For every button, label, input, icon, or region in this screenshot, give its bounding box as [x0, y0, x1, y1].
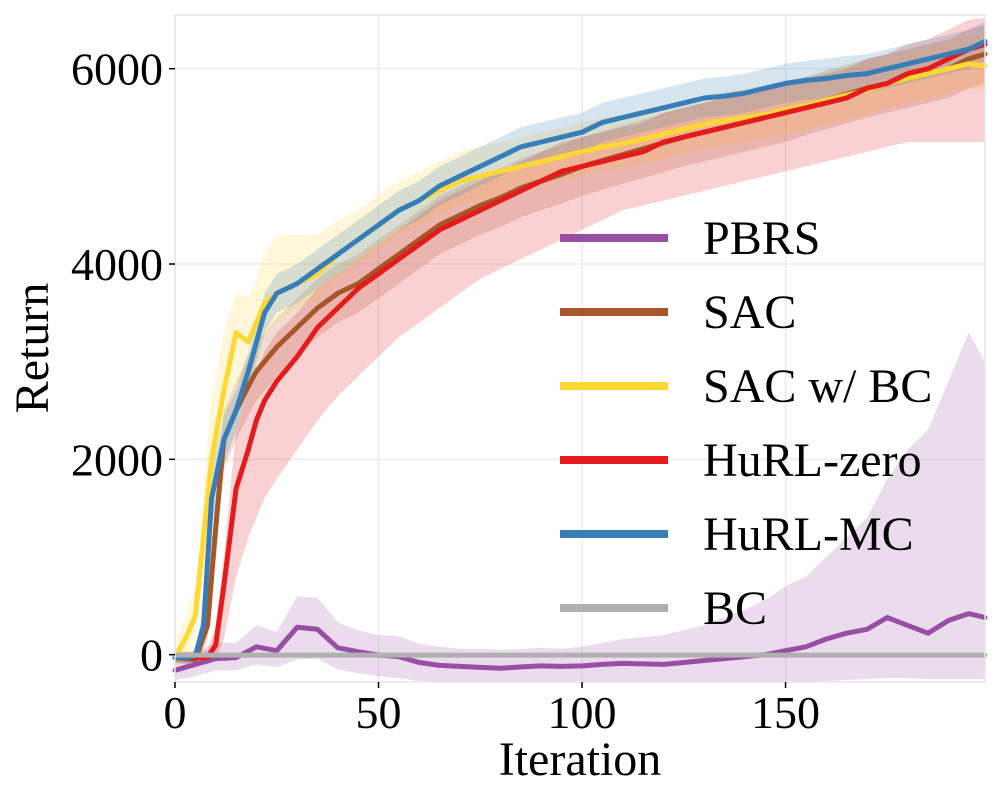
- series-line-hurl-zero: [172, 41, 988, 661]
- legend-label-sac-w-bc: SAC w/ BC: [703, 360, 932, 413]
- axis-ticks: 0 50 100 150 0 2000 4000 6000: [71, 44, 820, 738]
- y-axis-title: Return: [6, 283, 59, 414]
- legend-label-bc: BC: [703, 582, 767, 635]
- x-axis-title: Iteration: [499, 733, 662, 786]
- series-line-sac-w-bc: [172, 61, 988, 661]
- y-tick-label: 6000: [71, 44, 163, 95]
- x-tick-label: 100: [548, 687, 617, 738]
- series-line-hurl-mc: [172, 38, 988, 661]
- legend-label-pbrs: PBRS: [703, 212, 820, 265]
- y-tick-label: 4000: [71, 239, 163, 290]
- legend-label-hurl-mc: HuRL-MC: [703, 508, 914, 561]
- x-tick-label: 150: [751, 687, 820, 738]
- plot-frame: [174, 14, 986, 683]
- series-lines: [172, 38, 988, 673]
- series-line-pbrs: [172, 611, 988, 673]
- y-tick-label: 0: [140, 630, 163, 681]
- y-tick-label: 2000: [71, 434, 163, 485]
- band-pbrs: [175, 332, 985, 682]
- legend-label-hurl-zero: HuRL-zero: [703, 434, 922, 487]
- band-sac-w-bc: [175, 34, 985, 670]
- band-hurl-zero: [175, 17, 985, 665]
- legend-label-sac: SAC: [703, 286, 796, 339]
- confidence-bands: [175, 17, 985, 682]
- legend: PBRS SAC SAC w/ BC HuRL-zero HuRL-MC BC: [560, 212, 932, 635]
- x-tick-label: 0: [164, 687, 187, 738]
- x-tick-label: 50: [356, 687, 402, 738]
